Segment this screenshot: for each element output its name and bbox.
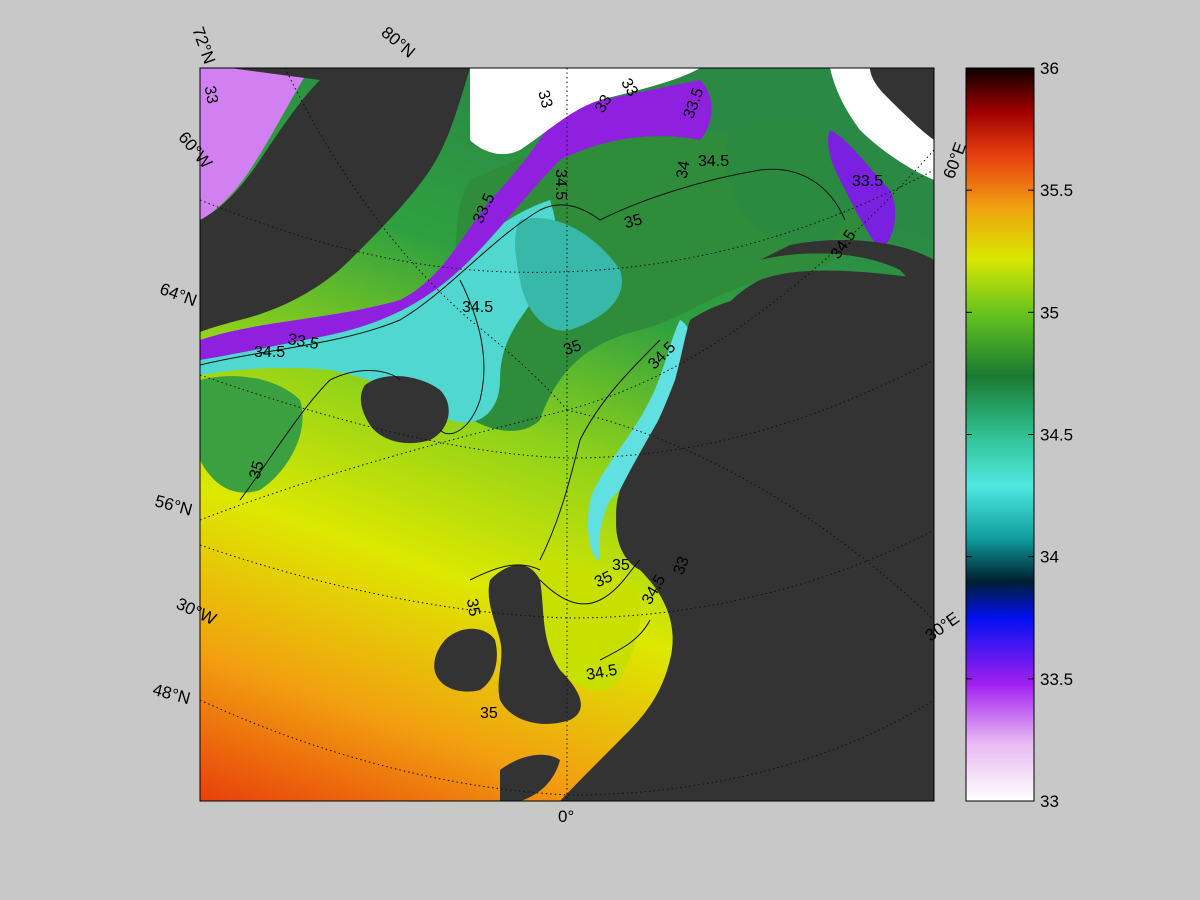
colorbar: 33 33.5 34 34.5 35 35.5 36 [965, 59, 1073, 811]
polar-fresh-edge-purple [200, 80, 712, 360]
contour-label: 35 [592, 568, 615, 591]
map-frame [199, 67, 935, 802]
contour-label: 33.5 [286, 331, 320, 353]
lon-label-0: 0° [558, 807, 574, 826]
contour-label: 35 [623, 211, 645, 232]
norway-coastal-water [588, 320, 691, 560]
lat-label-80n: 80°N [378, 23, 419, 62]
barents-purple-edge [828, 130, 896, 250]
teal-band [515, 218, 622, 331]
contour-lines [200, 168, 846, 661]
contour-label: 34.5 [254, 344, 285, 361]
colorbar-ticks: 33 33.5 34 34.5 35 35.5 36 [966, 59, 1073, 811]
barents-green [726, 119, 854, 244]
lat-label-72n: 72°N [188, 24, 219, 66]
contour-label: 33.5 [852, 173, 883, 190]
graticule [200, 68, 934, 801]
colorbar-tick-label: 35 [1040, 303, 1059, 322]
contour-label: 33 [617, 76, 641, 100]
colorbar-tick-label: 35.5 [1040, 181, 1073, 200]
lat-label-64n: 64°N [157, 279, 199, 310]
contour-label: 33 [592, 92, 616, 116]
greenland-land [200, 68, 470, 332]
denmark-land [655, 549, 702, 610]
contour-label: 35 [612, 557, 630, 574]
lat-label-56n: 56°N [153, 491, 195, 519]
novaya-zemlya-land [870, 68, 934, 140]
contour-label: 33 [671, 554, 693, 577]
lat-label-48n: 48°N [151, 680, 193, 708]
ireland-land [434, 628, 497, 692]
kola-land [760, 240, 934, 330]
iceland-land [360, 375, 449, 444]
colorbar-gradient [965, 67, 1035, 802]
colorbar-tick-label: 33.5 [1040, 670, 1073, 689]
iceland-region-green [200, 376, 303, 493]
contour-label: 33 [201, 85, 221, 106]
contour-label: 34 [674, 159, 694, 180]
contour-label: 35 [247, 459, 268, 481]
contour-label: 34.5 [462, 299, 493, 316]
contour-label: 34.5 [552, 169, 569, 200]
contour-label: 35 [480, 705, 498, 722]
colorbar-tick-label: 36 [1040, 59, 1059, 78]
contour-label: 35 [561, 337, 584, 359]
britain-land [488, 565, 581, 724]
europe-south-land [500, 754, 560, 801]
colorbar-tick-label: 34 [1040, 548, 1059, 567]
contour-label: 35 [463, 597, 483, 618]
contour-label: 33 [534, 88, 555, 110]
greenland-purple-ice [200, 68, 310, 220]
contour-label: 34.5 [585, 662, 619, 684]
arctic-ice-white [470, 68, 700, 155]
north-sea-water [538, 560, 641, 691]
colorbar-tick-label: 33 [1040, 792, 1059, 811]
colorbar-tick-label: 34.5 [1040, 426, 1073, 445]
contour-label: 34.5 [698, 153, 729, 170]
